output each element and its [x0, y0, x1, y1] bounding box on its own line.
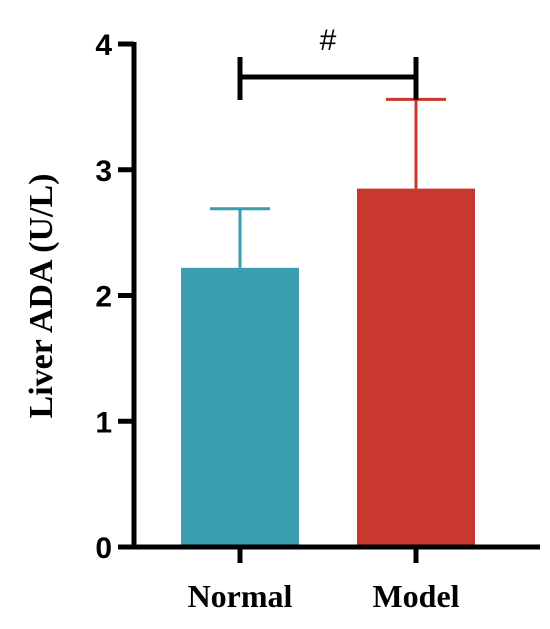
bars-layer — [181, 188, 475, 548]
axes-layer: 0 1 2 3 4 Normal Model — [95, 29, 540, 614]
x-tick-label-model: Model — [372, 578, 459, 614]
y-tick-label-2: 2 — [95, 281, 112, 314]
significance-layer: # — [237, 24, 419, 100]
bar-normal — [181, 267, 299, 547]
significance-label: # — [320, 24, 337, 57]
y-tick-label-0: 0 — [95, 532, 112, 565]
y-tick-label-1: 1 — [95, 406, 112, 439]
bar-model — [357, 188, 475, 548]
y-tick-label-3: 3 — [95, 155, 112, 188]
x-tick-label-normal: Normal — [188, 578, 293, 614]
y-axis-label: Liver ADA (U/L) — [23, 174, 60, 419]
y-tick-label-4: 4 — [95, 29, 112, 62]
